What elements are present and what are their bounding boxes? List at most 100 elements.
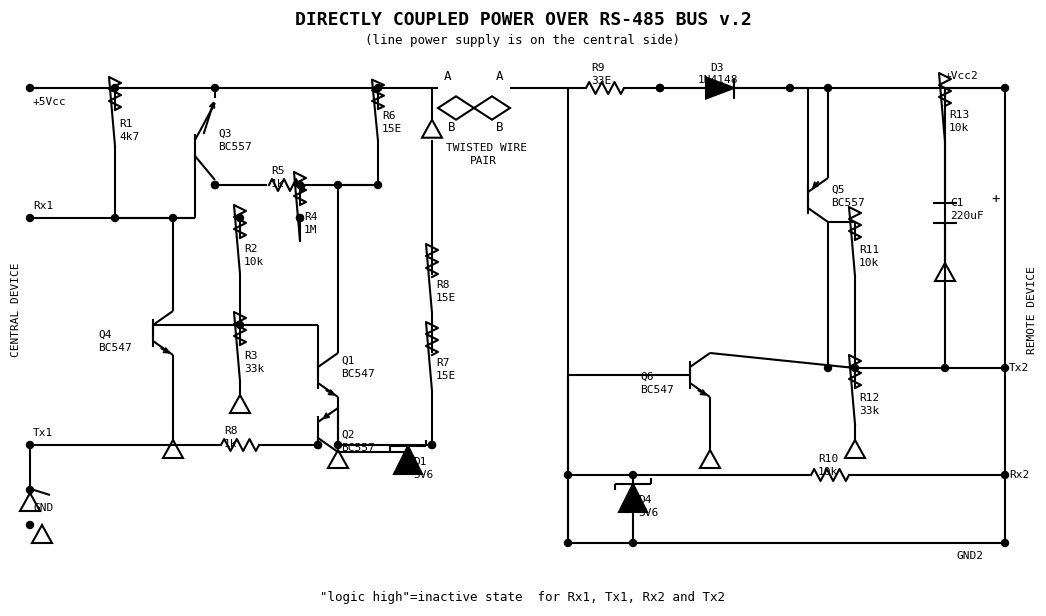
Text: PAIR: PAIR xyxy=(470,156,497,166)
Text: 4k7: 4k7 xyxy=(119,132,139,142)
Circle shape xyxy=(824,365,832,371)
Text: R7: R7 xyxy=(436,358,450,368)
Text: R6: R6 xyxy=(382,111,395,121)
Circle shape xyxy=(824,84,832,92)
Circle shape xyxy=(112,214,118,222)
Text: B: B xyxy=(449,121,456,134)
Circle shape xyxy=(657,84,663,92)
Text: 33k: 33k xyxy=(859,406,880,416)
Text: 15E: 15E xyxy=(436,293,456,303)
Text: 10k: 10k xyxy=(818,467,838,477)
Circle shape xyxy=(296,214,303,222)
Text: CENTRAL DEVICE: CENTRAL DEVICE xyxy=(12,263,21,357)
Circle shape xyxy=(941,365,949,371)
Text: R11: R11 xyxy=(859,245,880,255)
Circle shape xyxy=(429,442,435,448)
Text: 15E: 15E xyxy=(382,124,403,134)
Text: A: A xyxy=(445,70,452,83)
Text: R5: R5 xyxy=(271,166,285,176)
Text: R8: R8 xyxy=(224,426,237,436)
Text: B: B xyxy=(496,121,503,134)
Text: BC547: BC547 xyxy=(640,385,674,395)
Text: (line power supply is on the central side): (line power supply is on the central sid… xyxy=(365,33,681,46)
Circle shape xyxy=(169,214,177,222)
Text: GND: GND xyxy=(33,503,53,513)
Text: 33E: 33E xyxy=(591,76,611,86)
Text: BC547: BC547 xyxy=(98,343,132,353)
Text: GND2: GND2 xyxy=(957,551,984,561)
Text: A: A xyxy=(496,70,503,83)
Text: R3: R3 xyxy=(244,351,257,361)
Circle shape xyxy=(315,442,321,448)
Text: 5V6: 5V6 xyxy=(413,470,433,480)
Text: BC557: BC557 xyxy=(341,443,374,453)
Text: 1M: 1M xyxy=(304,225,318,235)
Text: R1: R1 xyxy=(119,119,133,129)
Text: 10k: 10k xyxy=(244,257,265,267)
Circle shape xyxy=(112,84,118,92)
Text: R10: R10 xyxy=(818,454,838,464)
Circle shape xyxy=(630,471,637,479)
Text: BC547: BC547 xyxy=(341,369,374,379)
Text: R12: R12 xyxy=(859,393,880,403)
Text: Q5: Q5 xyxy=(831,185,844,195)
Circle shape xyxy=(1001,84,1008,92)
Circle shape xyxy=(1001,540,1008,546)
Text: 5V6: 5V6 xyxy=(638,508,658,518)
Circle shape xyxy=(236,322,244,328)
Circle shape xyxy=(26,487,33,493)
Circle shape xyxy=(565,471,571,479)
Circle shape xyxy=(211,84,219,92)
Circle shape xyxy=(26,442,33,448)
Text: TWISTED WIRE: TWISTED WIRE xyxy=(446,143,527,153)
Circle shape xyxy=(429,442,435,448)
Text: Tx1: Tx1 xyxy=(33,428,53,438)
Circle shape xyxy=(630,540,637,546)
Text: Rx1: Rx1 xyxy=(33,201,53,211)
Circle shape xyxy=(1001,471,1008,479)
Text: 1k: 1k xyxy=(224,439,237,449)
Circle shape xyxy=(26,522,33,529)
Text: Q6: Q6 xyxy=(640,372,654,382)
Circle shape xyxy=(565,540,571,546)
Text: 1N4148: 1N4148 xyxy=(698,75,738,85)
Circle shape xyxy=(211,182,219,188)
Text: Q3: Q3 xyxy=(218,129,231,139)
Text: 33k: 33k xyxy=(244,364,265,374)
Circle shape xyxy=(335,442,341,448)
Text: R9: R9 xyxy=(591,63,605,73)
Circle shape xyxy=(211,182,219,188)
Text: D3: D3 xyxy=(710,63,724,73)
Text: DIRECTLY COUPLED POWER OVER RS-485 BUS v.2: DIRECTLY COUPLED POWER OVER RS-485 BUS v… xyxy=(295,11,751,29)
Text: +Vcc2: +Vcc2 xyxy=(945,71,979,81)
Text: D4: D4 xyxy=(638,495,652,505)
Polygon shape xyxy=(394,446,422,474)
Text: +: + xyxy=(991,192,999,206)
Text: R8: R8 xyxy=(436,280,450,290)
Text: Q4: Q4 xyxy=(98,330,112,340)
Circle shape xyxy=(296,214,303,222)
Text: C1: C1 xyxy=(950,198,963,208)
Text: +5Vcc: +5Vcc xyxy=(33,97,67,107)
Circle shape xyxy=(1001,365,1008,371)
Text: Rx2: Rx2 xyxy=(1009,470,1029,480)
Circle shape xyxy=(335,182,341,188)
Text: 1k: 1k xyxy=(271,179,285,189)
Text: R13: R13 xyxy=(949,110,970,120)
Circle shape xyxy=(296,182,303,188)
Text: 10k: 10k xyxy=(859,258,880,268)
Text: 10k: 10k xyxy=(949,123,970,133)
Text: 15E: 15E xyxy=(436,371,456,381)
Circle shape xyxy=(851,365,859,371)
Text: R4: R4 xyxy=(304,212,318,222)
Circle shape xyxy=(787,84,794,92)
Text: D1: D1 xyxy=(413,457,427,467)
Circle shape xyxy=(374,84,382,92)
Text: Q1: Q1 xyxy=(341,356,355,366)
Circle shape xyxy=(236,214,244,222)
Text: 220uF: 220uF xyxy=(950,211,983,221)
Circle shape xyxy=(26,84,33,92)
Circle shape xyxy=(26,214,33,222)
Text: Q2: Q2 xyxy=(341,430,355,440)
Polygon shape xyxy=(706,78,734,99)
